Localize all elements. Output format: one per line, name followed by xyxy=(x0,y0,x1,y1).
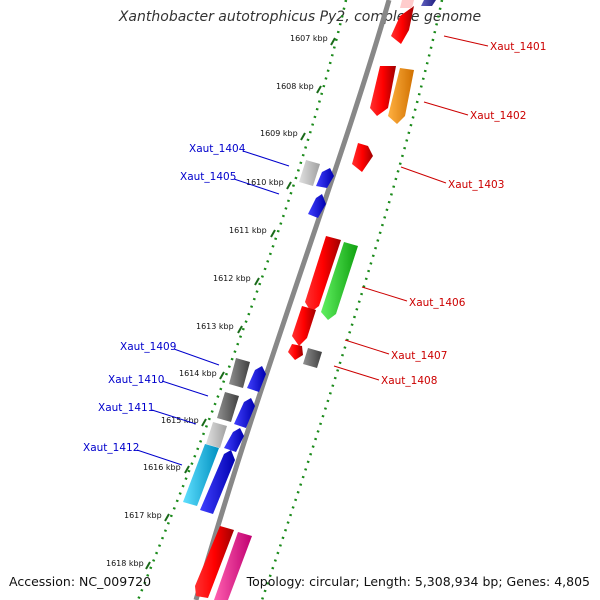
tick-marks xyxy=(145,37,336,570)
gene-blue-1405b[interactable] xyxy=(308,194,326,218)
gene-label[interactable]: Xaut_1408 xyxy=(381,375,437,387)
reverse-genes xyxy=(183,160,334,514)
tick-label: 1609 kbp xyxy=(260,129,298,138)
gene-red-small[interactable] xyxy=(288,344,303,360)
gene-red-1406a[interactable] xyxy=(305,236,341,312)
forward-genes xyxy=(195,0,436,600)
gene-xaut-1407[interactable] xyxy=(292,306,316,346)
gene-red-bottom[interactable] xyxy=(195,526,234,598)
tick-label: 1613 kbp xyxy=(196,322,234,331)
genome-summary-text: Topology: circular; Length: 5,308,934 bp… xyxy=(246,574,590,589)
gene-label[interactable]: Xaut_1402 xyxy=(470,110,526,122)
tick-label: 1611 kbp xyxy=(229,226,267,235)
gene-xaut-1410[interactable] xyxy=(217,392,239,422)
map-title: Xanthobacter autotrophicus Py2, complete… xyxy=(118,9,482,25)
gene-label[interactable]: Xaut_1412 xyxy=(83,442,139,454)
gene-label[interactable]: Xaut_1411 xyxy=(98,402,154,414)
gene-gray-1412a[interactable] xyxy=(206,422,227,448)
tick-labels: 1607 kbp 1608 kbp 1609 kbp 1610 kbp 1611… xyxy=(106,34,328,568)
tick-label: 1610 kbp xyxy=(246,178,284,187)
tick-label: 1615 kbp xyxy=(161,416,199,425)
gene-xaut-1403[interactable] xyxy=(352,143,373,172)
gene-blue-1409b[interactable] xyxy=(247,366,266,392)
gene-label[interactable]: Xaut_1406 xyxy=(409,297,466,309)
reverse-dotted-track xyxy=(136,0,348,600)
gene-label[interactable]: Xaut_1404 xyxy=(189,143,246,155)
reverse-gene-labels: Xaut_1404 Xaut_1405 Xaut_1409 Xaut_1410 … xyxy=(83,143,246,454)
forward-gene-labels: Xaut_1401 Xaut_1402 Xaut_1403 Xaut_1406 … xyxy=(381,41,546,387)
gene-red-1402a[interactable] xyxy=(370,66,396,116)
gene-label[interactable]: Xaut_1405 xyxy=(180,171,236,183)
forward-leaders xyxy=(333,35,489,381)
tick-label: 1612 kbp xyxy=(213,274,251,283)
gene-blue-1411b[interactable] xyxy=(224,428,244,452)
gene-pink-bottom[interactable] xyxy=(214,532,252,600)
gene-label[interactable]: Xaut_1407 xyxy=(391,350,447,362)
gene-xaut-1402[interactable] xyxy=(388,68,414,124)
tick-label: 1617 kbp xyxy=(124,511,162,520)
gene-blue-1412b[interactable] xyxy=(200,450,235,514)
gene-label[interactable]: Xaut_1403 xyxy=(448,179,504,191)
genome-backbone xyxy=(193,0,392,600)
gene-xaut-1406[interactable] xyxy=(321,242,358,320)
tick-label: 1607 kbp xyxy=(290,34,328,43)
gene-xaut-1412[interactable] xyxy=(183,444,219,506)
gene-xaut-1411[interactable] xyxy=(234,398,255,428)
gene-xaut-1404[interactable] xyxy=(299,160,320,186)
gene-xaut-1409[interactable] xyxy=(229,358,250,388)
gene-xaut-1401[interactable] xyxy=(391,6,414,44)
reverse-leaders xyxy=(136,150,290,466)
gene-xaut-1401-cap xyxy=(400,0,414,8)
gene-label[interactable]: Xaut_1410 xyxy=(108,374,164,386)
tick-label: 1616 kbp xyxy=(143,463,181,472)
gene-purple-top[interactable] xyxy=(421,0,436,6)
gene-label[interactable]: Xaut_1401 xyxy=(490,41,546,53)
gene-xaut-1405[interactable] xyxy=(316,168,334,188)
tick-label: 1608 kbp xyxy=(276,82,314,91)
tick-label: 1618 kbp xyxy=(106,559,144,568)
tick-label: 1614 kbp xyxy=(179,369,217,378)
accession-text: Accession: NC_009720 xyxy=(9,574,152,589)
gene-label[interactable]: Xaut_1409 xyxy=(120,341,176,353)
gene-xaut-1408[interactable] xyxy=(303,348,322,368)
